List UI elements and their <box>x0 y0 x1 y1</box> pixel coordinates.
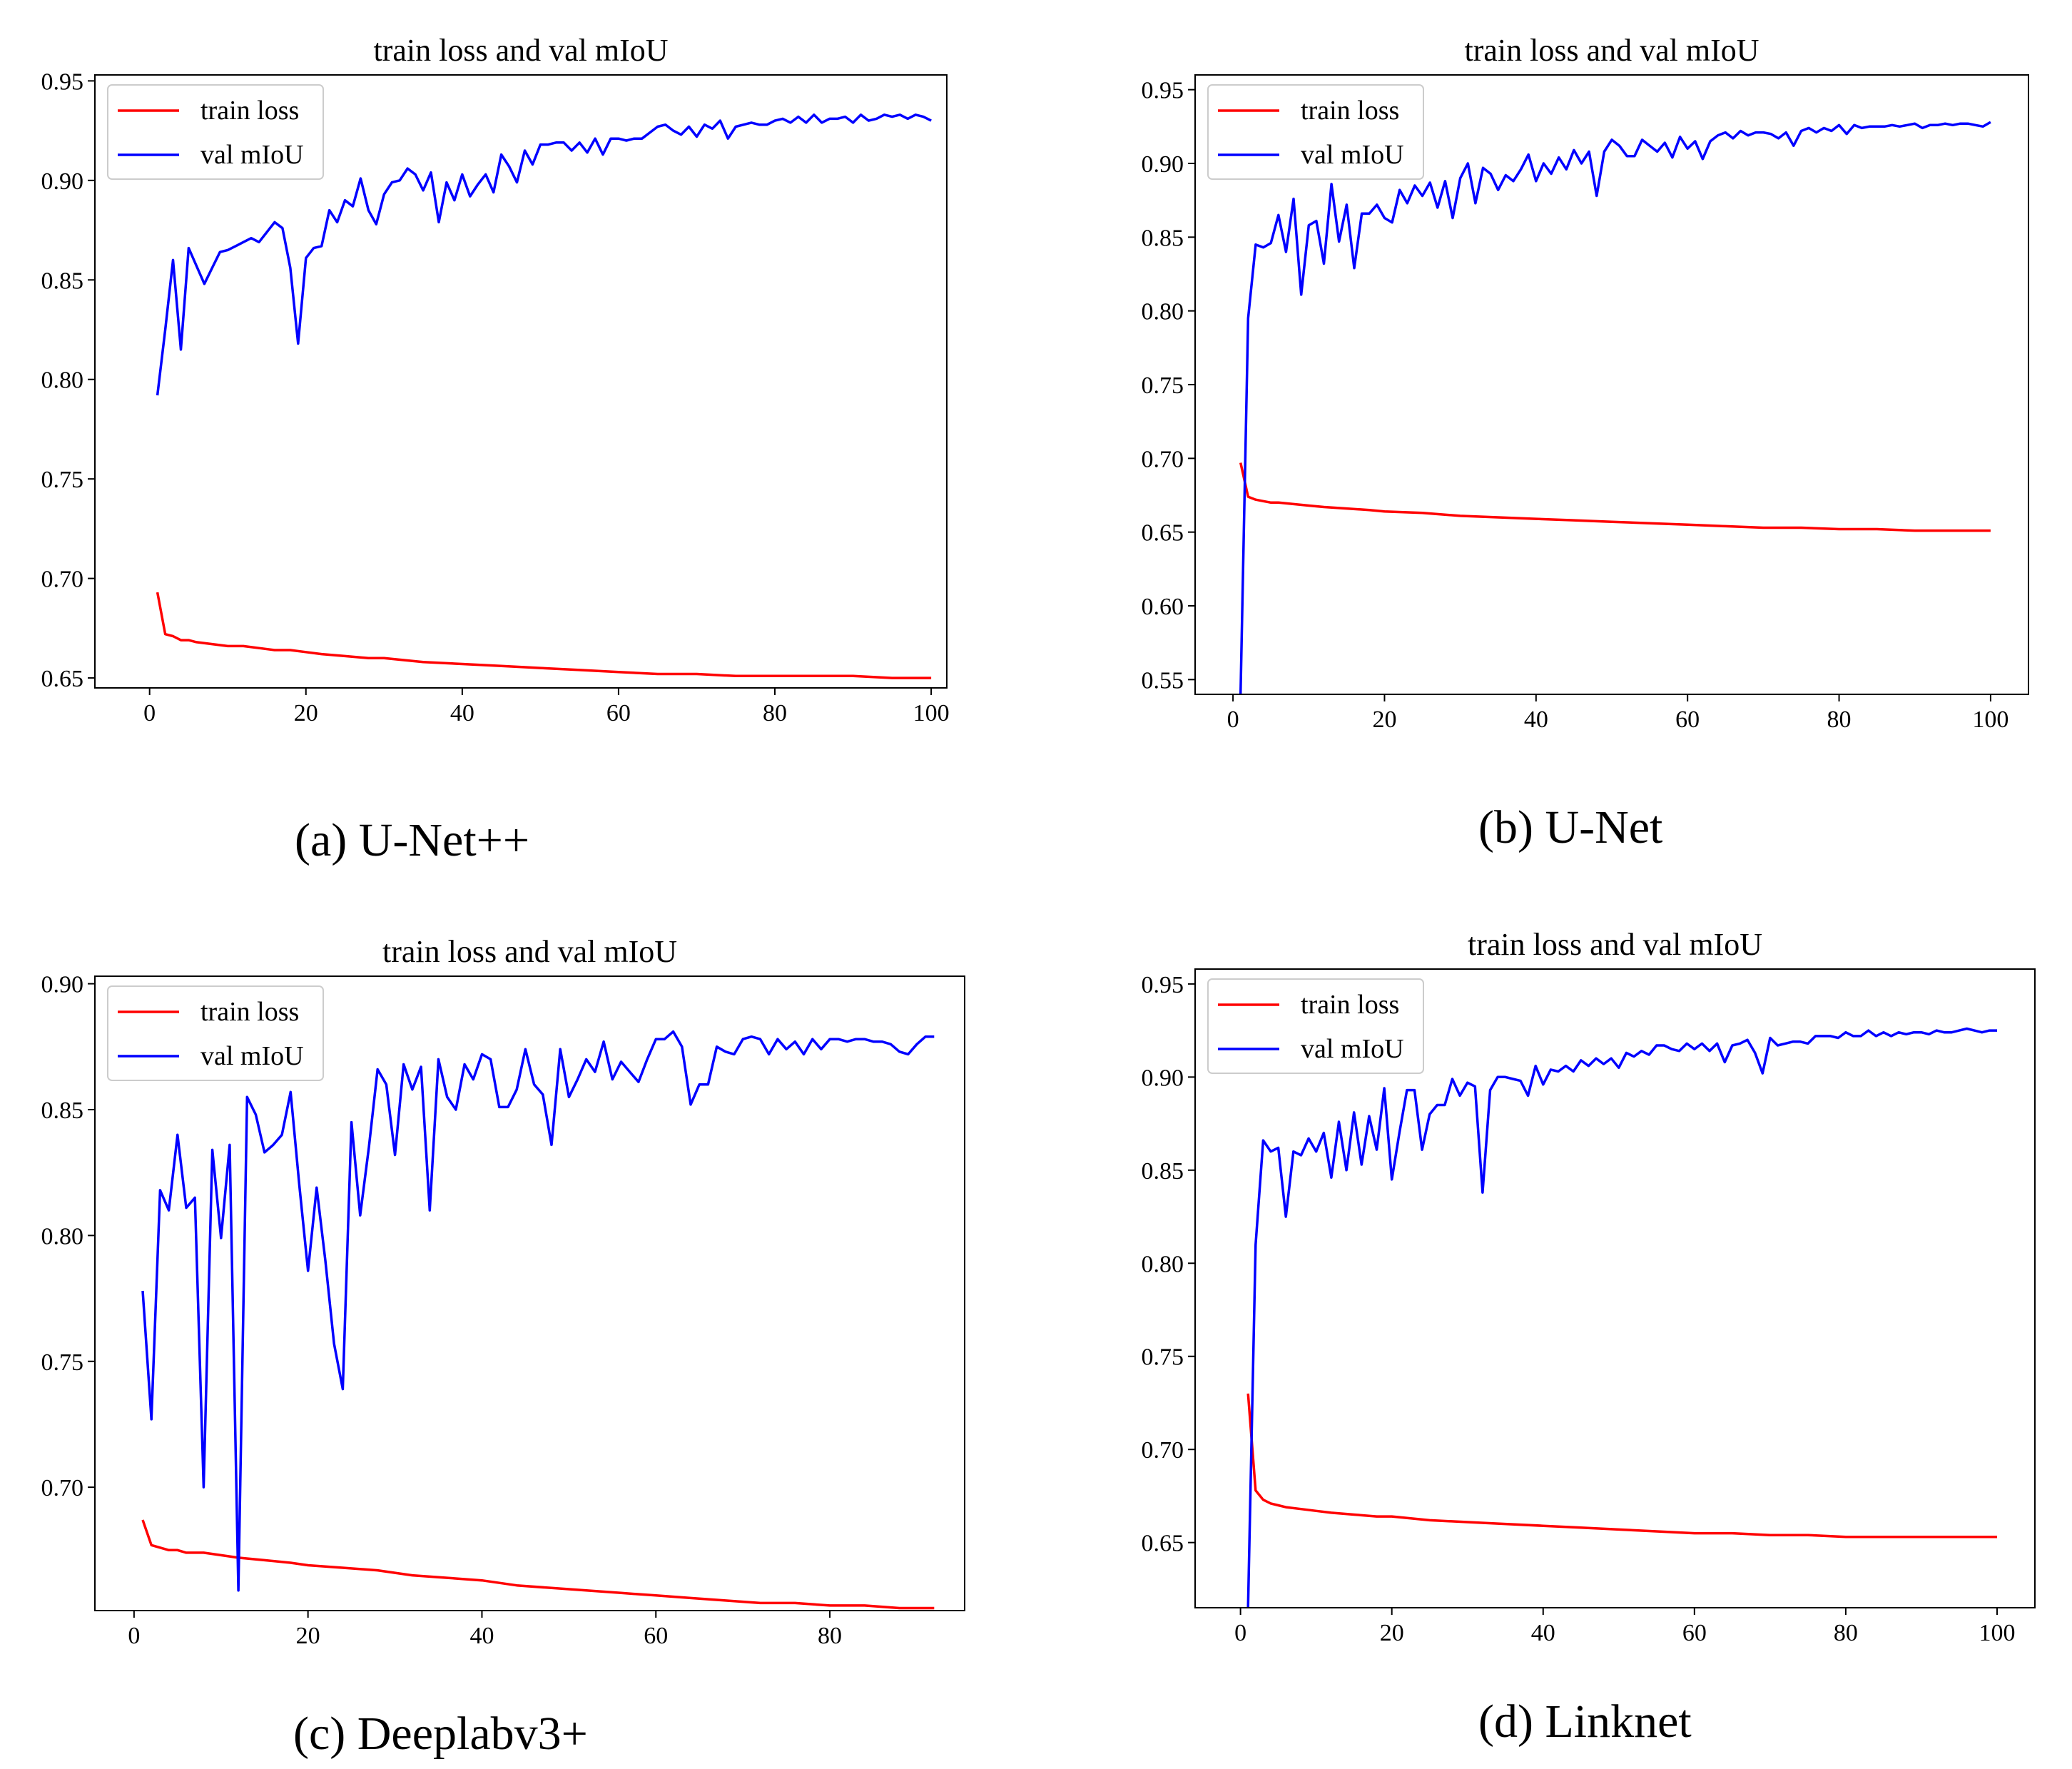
x-tick-label: 40 <box>450 700 474 726</box>
val-miou-line <box>1246 1027 1997 1608</box>
legend-label: train loss <box>200 997 299 1027</box>
y-tick-label: 0.85 <box>1142 225 1184 251</box>
y-tick-label: 0.65 <box>1142 1531 1184 1557</box>
x-tick-label: 0 <box>128 1623 140 1649</box>
y-tick-label: 0.75 <box>41 1349 84 1376</box>
x-tick-label: 20 <box>296 1623 320 1649</box>
x-tick-label: 0 <box>1234 1620 1246 1646</box>
chart-unet: train loss and val mIoU 0 20 40 60 80 100 0.55 0… <box>1142 33 2029 733</box>
x-tick-label: 20 <box>1380 1620 1404 1646</box>
chart-title: train loss and val mIoU <box>1468 927 1762 962</box>
caption-unetpp: (a) U-Net++ <box>295 814 530 866</box>
caption-linknet: (d) Linknet <box>1478 1695 1692 1748</box>
legend-label: val mIoU <box>200 140 304 170</box>
val-miou-line <box>156 113 932 396</box>
train-loss-line <box>156 592 932 679</box>
plot-frame <box>94 975 965 1611</box>
y-tick-label: 0.70 <box>1142 446 1184 472</box>
x-tick-label: 60 <box>1675 706 1700 733</box>
x-tick-label: 40 <box>1524 706 1548 733</box>
chart-title: train loss and val mIoU <box>382 934 677 969</box>
y-tick-label: 0.75 <box>41 467 84 493</box>
y-tick-label: 0.85 <box>1142 1158 1184 1185</box>
y-tick-label: 0.95 <box>1142 78 1184 104</box>
y-tick-label: 0.75 <box>1142 372 1184 399</box>
y-tick-label: 0.95 <box>1142 972 1184 998</box>
x-tick-label: 80 <box>1834 1620 1858 1646</box>
x-tick-label: 100 <box>1979 1620 2015 1646</box>
train-loss-line <box>1246 1393 1997 1539</box>
y-tick-label: 0.55 <box>1142 667 1184 694</box>
legend-label: train loss <box>1301 96 1399 126</box>
panel-unetpp: train loss and val mIoU 0 20 40 60 80 100 0.65 0… <box>0 0 1036 885</box>
x-tick-label: 20 <box>294 700 318 726</box>
legend-label: val mIoU <box>200 1041 304 1071</box>
y-tick-label: 0.90 <box>1142 1065 1184 1091</box>
val-miou-line <box>141 1030 935 1592</box>
x-tick-label: 80 <box>763 700 787 726</box>
legend-label: val mIoU <box>1301 1034 1404 1064</box>
y-tick-label: 0.90 <box>41 168 84 195</box>
y-tick-label: 0.80 <box>41 368 84 394</box>
panel-deeplab: train loss and val mIoU 0 20 40 60 80 0.70 0.75… <box>0 885 1036 1769</box>
plot-frame <box>94 74 948 689</box>
chart-linknet: train loss and val mIoU 0 20 40 60 80 100 0.65 0… <box>1142 927 2036 1646</box>
x-tick-label: 60 <box>606 700 631 726</box>
x-tick-label: 60 <box>1682 1620 1707 1646</box>
train-loss-line <box>141 1519 935 1610</box>
legend-label: train loss <box>1301 990 1399 1020</box>
y-tick-label: 0.75 <box>1142 1344 1184 1371</box>
y-tick-label: 0.70 <box>41 1475 84 1501</box>
y-tick-label: 0.90 <box>1142 151 1184 178</box>
caption-deeplab: (c) Deeplabv3+ <box>293 1708 588 1760</box>
x-tick-label: 80 <box>818 1623 842 1649</box>
y-tick-label: 0.60 <box>1142 594 1184 620</box>
y-tick-label: 0.95 <box>41 69 84 95</box>
caption-unet: (b) U-Net <box>1478 801 1663 853</box>
train-loss-line <box>1239 462 1991 532</box>
y-tick-label: 0.65 <box>41 666 84 692</box>
x-tick-label: 100 <box>913 700 950 726</box>
chart-unetpp: train loss and val mIoU 0 20 40 60 80 100 0.65 0… <box>41 33 950 726</box>
y-tick-label: 0.70 <box>41 567 84 593</box>
chart-title: train loss and val mIoU <box>373 33 668 68</box>
x-tick-label: 20 <box>1372 706 1396 733</box>
x-tick-label: 40 <box>1531 1620 1555 1646</box>
legend-label: train loss <box>200 96 299 126</box>
y-tick-label: 0.65 <box>1142 520 1184 547</box>
x-tick-label: 60 <box>644 1623 668 1649</box>
x-tick-label: 100 <box>1972 706 2008 733</box>
panel-linknet: train loss and val mIoU 0 20 40 60 80 100 0.65 0… <box>1036 885 2072 1769</box>
plot-frame <box>1194 968 2036 1608</box>
val-miou-line <box>1239 121 1991 694</box>
chart-title: train loss and val mIoU <box>1464 33 1759 68</box>
x-tick-label: 80 <box>1827 706 1852 733</box>
y-tick-label: 0.85 <box>41 268 84 294</box>
legend-label: val mIoU <box>1301 140 1404 170</box>
y-tick-label: 0.80 <box>41 1223 84 1250</box>
chart-deeplab: train loss and val mIoU 0 20 40 60 80 0.70 0.75… <box>41 934 965 1649</box>
panel-unet: train loss and val mIoU 0 20 40 60 80 100 0.55 0… <box>1036 0 2072 885</box>
y-tick-label: 0.80 <box>1142 299 1184 325</box>
y-tick-label: 0.85 <box>41 1098 84 1124</box>
y-tick-label: 0.90 <box>41 972 84 998</box>
x-tick-label: 0 <box>143 700 156 726</box>
x-tick-label: 40 <box>469 1623 494 1649</box>
y-tick-label: 0.80 <box>1142 1251 1184 1277</box>
y-tick-label: 0.70 <box>1142 1437 1184 1464</box>
x-tick-label: 0 <box>1227 706 1239 733</box>
